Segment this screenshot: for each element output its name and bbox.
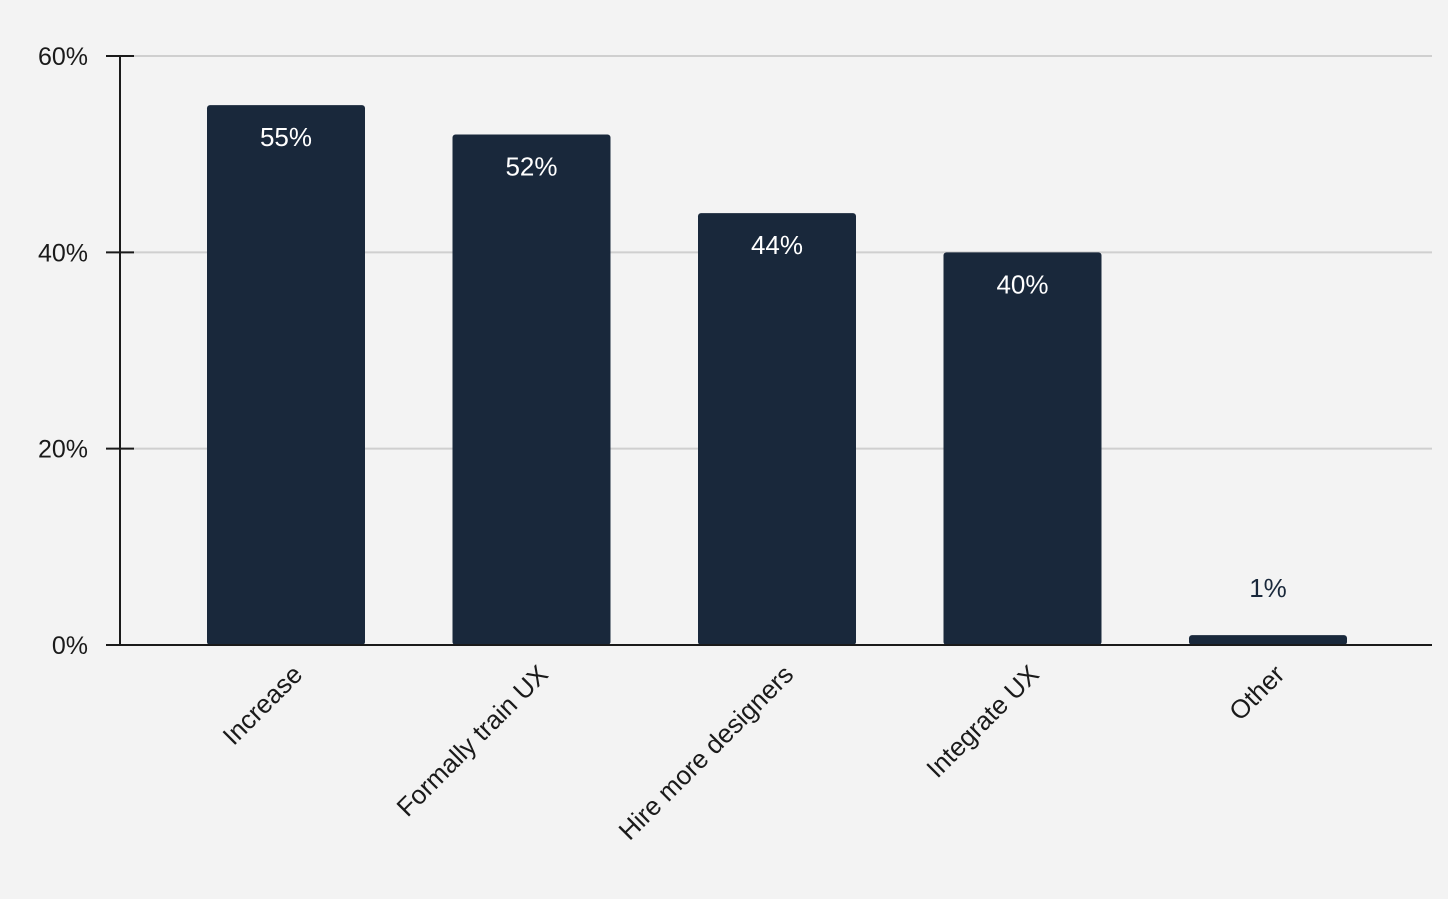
data-label: 55% xyxy=(260,122,312,152)
x-category-label: Integrate UX xyxy=(920,659,1044,783)
bar-increase xyxy=(207,105,365,646)
y-tick-label: 60% xyxy=(38,43,88,71)
y-tick-label: 0% xyxy=(52,632,88,660)
bar-other xyxy=(1189,635,1347,645)
x-category-label: Other xyxy=(1223,659,1290,726)
bar-integrate-ux xyxy=(943,252,1102,646)
data-label: 40% xyxy=(996,269,1048,299)
bar-hire-more-designers xyxy=(698,213,856,646)
bar-formally-train-ux xyxy=(452,134,611,646)
y-tick-label: 20% xyxy=(38,436,88,464)
data-label: 44% xyxy=(751,230,803,260)
axes xyxy=(106,55,1432,646)
x-category-label: Formally train UX xyxy=(391,659,554,822)
y-tick-label: 40% xyxy=(38,239,88,267)
x-category-label: Increase xyxy=(217,659,309,751)
data-label: 1% xyxy=(1249,573,1287,603)
x-category-label: Hire more designers xyxy=(613,659,800,846)
data-label: 52% xyxy=(505,152,557,182)
bars xyxy=(207,105,1347,646)
